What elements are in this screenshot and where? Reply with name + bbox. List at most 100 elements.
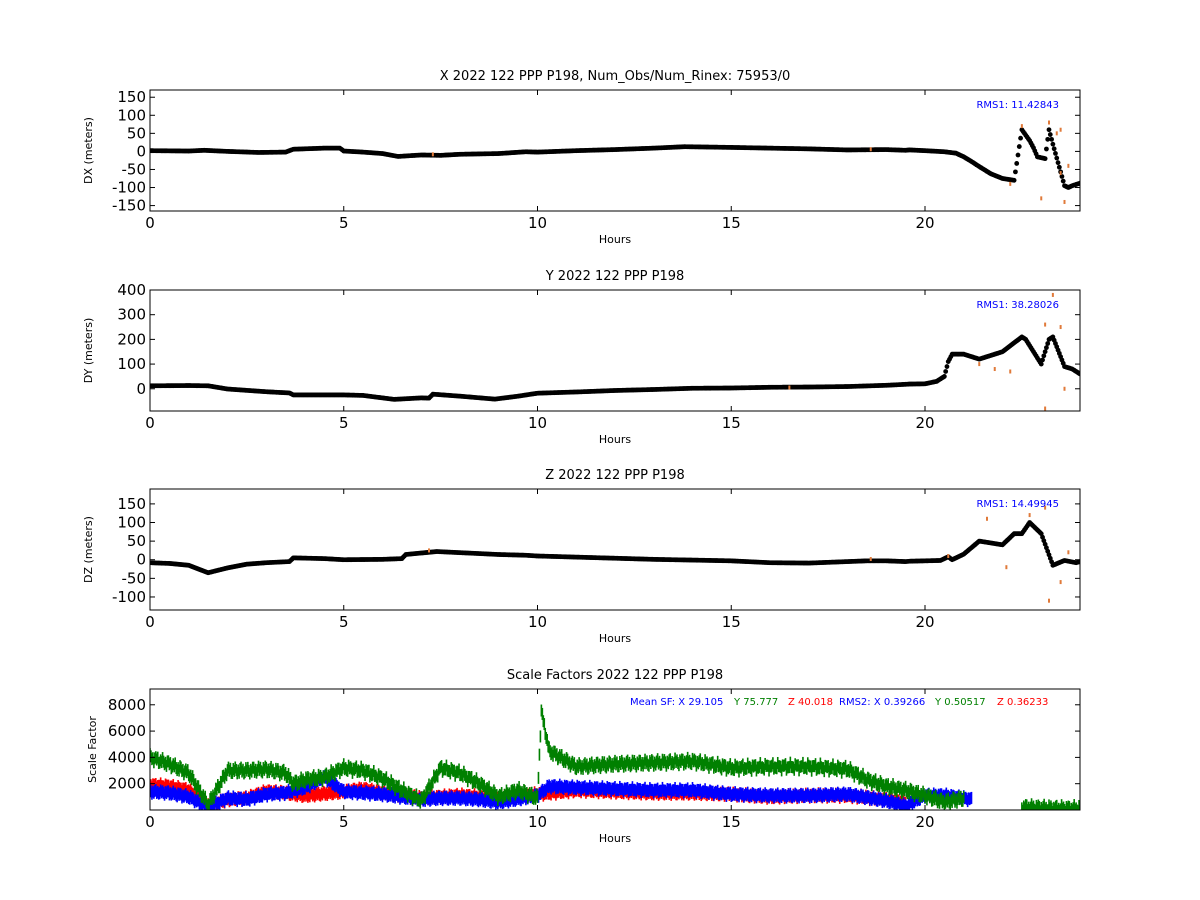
- sf-point-blue: [487, 794, 489, 807]
- sf-point-green: [754, 759, 757, 772]
- sf-point-green: [651, 754, 653, 767]
- sf-point-green: [640, 759, 642, 772]
- sf-point-blue: [897, 796, 899, 809]
- sf-point-green: [895, 782, 897, 795]
- sf-point-blue: [766, 790, 768, 803]
- sf-point-blue: [698, 784, 701, 797]
- sf-point-blue: [570, 780, 573, 793]
- sf-point-blue: [520, 794, 522, 807]
- sf-point-blue: [768, 791, 770, 804]
- sf-point-blue: [734, 786, 736, 799]
- sf-point-blue: [868, 793, 871, 806]
- sf-point-green: [1051, 802, 1053, 810]
- sf-point-blue: [907, 797, 910, 810]
- sf-point-blue: [263, 788, 266, 801]
- sf-point-green: [191, 770, 194, 783]
- sf-point-blue: [267, 787, 269, 800]
- sf-point-green: [518, 781, 520, 794]
- sf-point-green: [398, 779, 400, 792]
- sf-point-green: [216, 783, 218, 796]
- sf-point-green: [564, 756, 567, 769]
- sf-point-red: [549, 787, 551, 800]
- sf-point-blue: [425, 792, 427, 805]
- sf-point-green: [404, 786, 407, 799]
- sf-point-green: [168, 758, 171, 771]
- sf-point-green: [787, 761, 790, 774]
- sf-point-blue: [716, 784, 719, 797]
- sf-point-blue: [279, 789, 281, 802]
- sf-point-green: [416, 793, 419, 806]
- sf-point-green: [807, 759, 810, 772]
- sf-point-green: [811, 760, 814, 773]
- sf-point-green: [1077, 805, 1079, 810]
- sf-point-blue: [859, 790, 861, 803]
- sf-point-blue: [965, 792, 968, 805]
- sf-point-green: [478, 778, 481, 791]
- sf-point-blue: [204, 799, 207, 810]
- sf-point-green: [255, 766, 258, 779]
- sf-point-green: [360, 760, 362, 773]
- sf-point-green: [199, 784, 202, 797]
- sf-point-blue: [550, 782, 552, 795]
- sf-point-green: [547, 740, 549, 753]
- sf-point-green: [588, 761, 590, 774]
- sf-point-green: [938, 796, 941, 809]
- outlier-point: [788, 385, 791, 390]
- sf-point-green: [155, 751, 157, 764]
- sf-point-green: [891, 782, 893, 795]
- data-point: [1015, 152, 1021, 158]
- sf-point-blue: [599, 783, 602, 796]
- sf-point-blue: [519, 793, 521, 806]
- sf-point-blue: [815, 791, 818, 804]
- sf-point-green: [221, 770, 224, 783]
- sf-point-blue: [848, 788, 851, 801]
- sf-point-green: [808, 760, 811, 773]
- sf-point-green: [452, 764, 455, 777]
- sf-point-blue: [748, 790, 751, 803]
- sf-point-blue: [481, 792, 484, 805]
- sf-point-blue: [626, 782, 629, 795]
- sf-point-blue: [821, 790, 824, 803]
- sf-point-green: [1038, 801, 1041, 810]
- sf-point-blue: [822, 788, 825, 801]
- sf-point-blue: [176, 790, 178, 803]
- sf-point-green: [667, 757, 670, 770]
- sf-point-green: [857, 766, 859, 779]
- sf-point-green: [566, 753, 569, 766]
- sf-point-green: [885, 778, 888, 791]
- sf-point-blue: [780, 790, 783, 803]
- sf-point-blue: [428, 792, 430, 805]
- sf-point-green: [596, 756, 599, 769]
- sf-point-blue: [851, 790, 854, 803]
- sf-point-green: [636, 756, 639, 769]
- sf-point-green: [279, 769, 281, 782]
- sf-point-green: [396, 780, 398, 793]
- sf-point-blue: [268, 787, 270, 800]
- sf-point-blue: [157, 787, 160, 800]
- sf-point-green: [192, 774, 195, 787]
- sf-point-blue: [675, 784, 677, 797]
- sf-point-green: [249, 763, 252, 776]
- sf-point-blue: [188, 792, 191, 805]
- sf-point-blue: [485, 794, 487, 807]
- sf-point-blue: [184, 789, 186, 802]
- data-point: [1045, 136, 1051, 142]
- sf-point-green: [1035, 799, 1038, 810]
- sf-point-blue: [345, 785, 348, 798]
- sf-point-blue: [381, 790, 384, 803]
- sf-point-green: [339, 767, 341, 780]
- sf-point-blue: [819, 787, 822, 800]
- sf-point-green: [489, 786, 491, 799]
- sf-point-green: [637, 758, 640, 771]
- sf-point-green: [836, 765, 838, 778]
- sf-point-green: [572, 758, 575, 771]
- sf-point-green: [1074, 803, 1076, 810]
- sf-point-red: [301, 790, 303, 803]
- sf-point-green: [658, 755, 661, 768]
- sf-point-red: [323, 786, 326, 799]
- sf-point-blue: [695, 786, 698, 799]
- sf-point-blue: [868, 790, 870, 803]
- sf-point-green: [842, 761, 845, 774]
- sf-point-green: [613, 757, 615, 770]
- sf-point-green: [1050, 800, 1052, 810]
